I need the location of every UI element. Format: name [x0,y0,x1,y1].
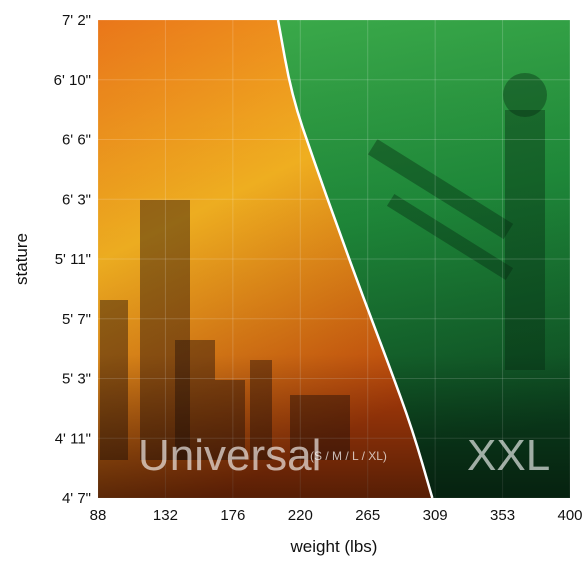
y-tick-label: 6' 3" [62,191,91,208]
y-tick-label: 7' 2" [62,12,91,29]
y-axis-ticks: 4' 7" 4' 11" 5' 3" 5' 7" 5' 11" 6' 3" 6' 6" 6' … [54,12,91,507]
x-axis-ticks: 88 132 176 220 265 309 353 400 [90,507,583,524]
x-tick-label: 265 [355,507,380,524]
y-tick-label: 5' 11" [55,251,91,268]
plot-area: Universal (S / M / L / XL) XXL [98,20,570,498]
x-tick-label: 220 [288,507,313,524]
y-axis-label: stature [12,233,31,285]
boundary-line [276,20,434,498]
x-axis-label: weight (lbs) [290,537,378,556]
y-tick-label: 5' 3" [62,371,91,388]
region-label-universal: Universal [138,431,321,480]
x-tick-label: 309 [423,507,448,524]
y-tick-label: 6' 6" [62,132,91,149]
x-tick-label: 400 [557,507,582,524]
x-tick-label: 176 [220,507,245,524]
x-tick-label: 353 [490,507,515,524]
y-tick-label: 4' 7" [62,490,91,507]
x-tick-label: 132 [153,507,178,524]
region-sublabel-universal: (S / M / L / XL) [310,449,387,463]
y-tick-label: 6' 10" [54,72,91,89]
region-label-xxl: XXL [467,431,550,480]
x-tick-label: 88 [90,507,107,524]
y-tick-label: 5' 7" [62,311,91,328]
bottom-shade [98,20,570,498]
y-tick-label: 4' 11" [55,430,91,447]
